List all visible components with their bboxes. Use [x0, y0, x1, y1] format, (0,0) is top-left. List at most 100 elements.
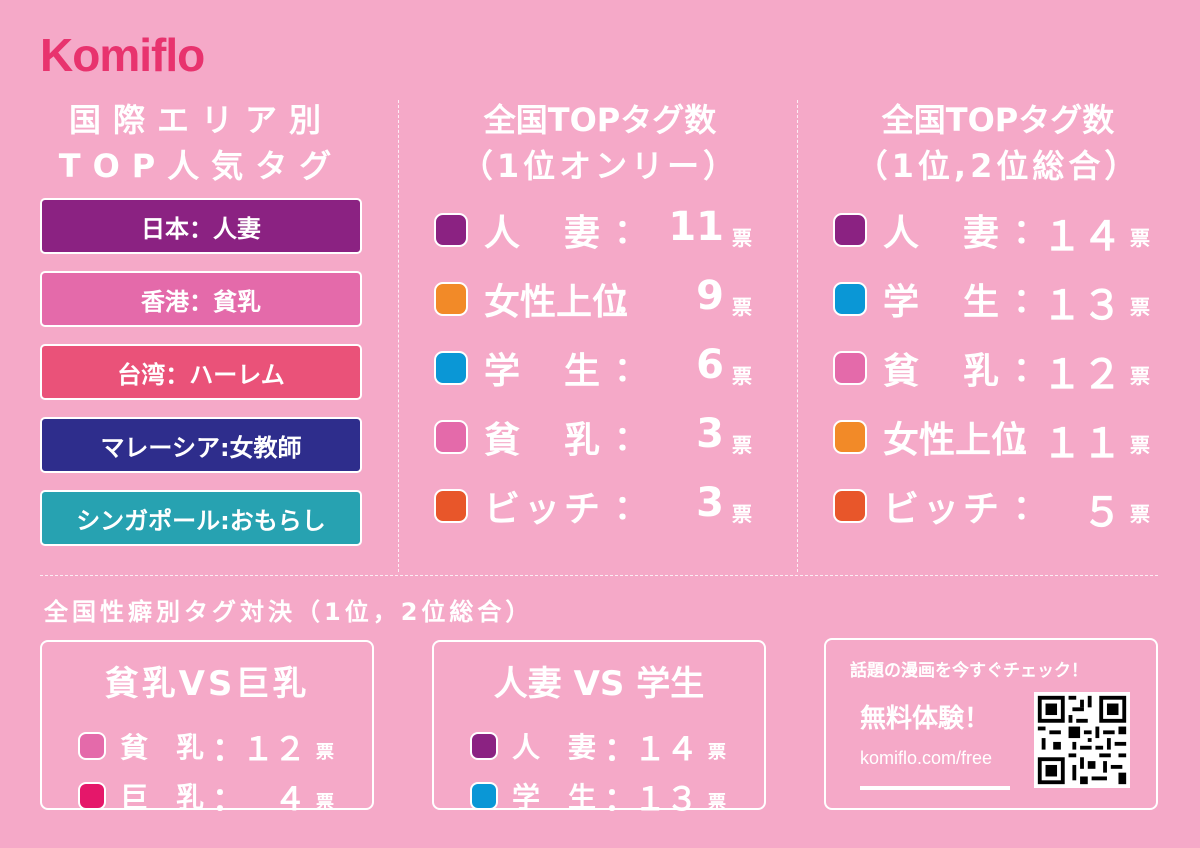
vote-unit: 票	[316, 792, 334, 813]
rank-row: 貧 乳	[434, 409, 604, 465]
vs-row: 巨 乳	[78, 776, 204, 816]
vote-value: １４	[1042, 214, 1122, 260]
rank-row: 女性上位	[833, 409, 1027, 465]
regional-title-line2: TOP人気タグ	[58, 147, 344, 185]
color-swatch	[833, 420, 867, 454]
vote-value: ５	[1082, 490, 1122, 536]
flat-vs-big-title: 貧乳VS巨乳	[104, 664, 310, 704]
colon-separator: ：	[1013, 488, 1047, 528]
colon-separator: ：	[1013, 350, 1047, 390]
total-title-line2: （1位,2位総合）	[855, 147, 1141, 185]
total-title-line1: 全国TOPタグ数	[881, 101, 1115, 139]
vs-tag-label: 人 妻	[512, 731, 597, 764]
tag-label: 人 妻	[883, 213, 1004, 254]
colon-separator: ：	[212, 730, 245, 768]
promo-line2: 無料体験！	[860, 704, 991, 734]
region-tag-3: マレーシア:女教師	[40, 417, 362, 473]
vote-unit: 票	[1130, 295, 1150, 319]
vs-row: 学 生	[470, 776, 596, 816]
vote-unit: 票	[732, 295, 752, 319]
color-swatch	[78, 732, 106, 760]
divider-2	[797, 100, 798, 572]
tag-label: ビッチ	[484, 489, 605, 530]
fetish-title: 全国性癖別タグ対決（1位，2位総合）	[44, 598, 534, 626]
colon-separator: ：	[1013, 419, 1047, 459]
vote-value: 3	[696, 480, 724, 526]
rank-row: 女性上位	[434, 271, 628, 327]
qr-code-icon[interactable]	[1034, 692, 1130, 788]
first-only-title-line2: （1位オンリー）	[460, 147, 740, 185]
colon-separator: ：	[1013, 212, 1047, 252]
vs-row: 貧 乳	[78, 726, 204, 766]
vote-unit: 票	[708, 742, 726, 763]
first-only-title-line1: 全国TOPタグ数	[483, 101, 717, 139]
vote-unit: 票	[732, 502, 752, 526]
color-swatch	[833, 213, 867, 247]
vote-value: １３	[633, 780, 698, 818]
tag-label: 学 生	[484, 351, 605, 392]
color-swatch	[78, 782, 106, 810]
rank-row: 学 生	[434, 340, 604, 396]
region-tag-2: 台湾：ハーレム	[40, 344, 362, 400]
promo-box: 話題の漫画を今すぐチェック！ 無料体験！ komiflo.com/free	[824, 638, 1158, 810]
rank-row: 人 妻	[833, 202, 1003, 258]
color-swatch	[833, 282, 867, 316]
rank-row: 貧 乳	[833, 340, 1003, 396]
vote-value: １１	[1042, 421, 1122, 467]
regional-title-line1: 国際エリア別	[68, 101, 333, 139]
rank-row: ビッチ	[833, 478, 1003, 534]
vs-tag-label: 学 生	[512, 781, 597, 814]
region-tag-1: 香港：貧乳	[40, 271, 362, 327]
color-swatch	[434, 282, 468, 316]
promo-url-link[interactable]: komiflo.com/free	[860, 748, 993, 768]
vote-value: １４	[633, 730, 698, 768]
vote-unit: 票	[732, 433, 752, 457]
colon-separator: ：	[614, 281, 648, 321]
tag-label: 学 生	[883, 282, 1004, 323]
wife-vs-student-box: 人妻 VS 学生 人 妻： １４ 票学 生： １３ 票	[432, 640, 766, 818]
url-underline	[860, 786, 1010, 790]
vote-value: 3	[696, 411, 724, 457]
vs-tag-label: 貧 乳	[120, 731, 205, 764]
vote-value: 11	[668, 204, 724, 250]
color-swatch	[434, 351, 468, 385]
vote-unit: 票	[732, 226, 752, 250]
vote-unit: 票	[1130, 433, 1150, 457]
vote-unit: 票	[732, 364, 752, 388]
vote-unit: 票	[1130, 226, 1150, 250]
color-swatch	[470, 782, 498, 810]
tag-label: ビッチ	[883, 489, 1004, 530]
vote-value: 6	[696, 342, 724, 388]
komiflo-logo[interactable]: Komiflo	[40, 29, 205, 81]
vote-value: １３	[1042, 283, 1122, 329]
vote-value: 9	[696, 273, 724, 319]
promo-line1: 話題の漫画を今すぐチェック！	[850, 661, 1088, 681]
vote-unit: 票	[316, 742, 334, 763]
color-swatch	[470, 732, 498, 760]
rank-row: 学 生	[833, 271, 1003, 327]
tag-label: 貧 乳	[883, 351, 1004, 392]
colon-separator: ：	[604, 730, 637, 768]
colon-separator: ：	[614, 212, 648, 252]
tag-label: 女性上位	[883, 420, 1028, 461]
wife-vs-student-title: 人妻 VS 学生	[493, 664, 705, 704]
colon-separator: ：	[212, 780, 245, 818]
tag-label: 人 妻	[484, 213, 605, 254]
horizontal-divider	[40, 575, 1158, 576]
color-swatch	[833, 351, 867, 385]
vote-unit: 票	[1130, 364, 1150, 388]
region-tag-4: シンガポール:おもらし	[40, 490, 362, 546]
vote-unit: 票	[1130, 502, 1150, 526]
flat-vs-big-box: 貧乳VS巨乳 貧 乳： １２ 票巨 乳： ４ 票	[40, 640, 374, 818]
color-swatch	[434, 489, 468, 523]
vote-value: １２	[241, 730, 306, 768]
region-tag-0: 日本：人妻	[40, 198, 362, 254]
colon-separator: ：	[614, 350, 648, 390]
vote-value: １２	[1042, 352, 1122, 398]
colon-separator: ：	[604, 780, 637, 818]
color-swatch	[833, 489, 867, 523]
vs-tag-label: 巨 乳	[120, 781, 205, 814]
colon-separator: ：	[1013, 281, 1047, 321]
rank-row: ビッチ	[434, 478, 604, 534]
vote-value: ４	[273, 780, 306, 818]
